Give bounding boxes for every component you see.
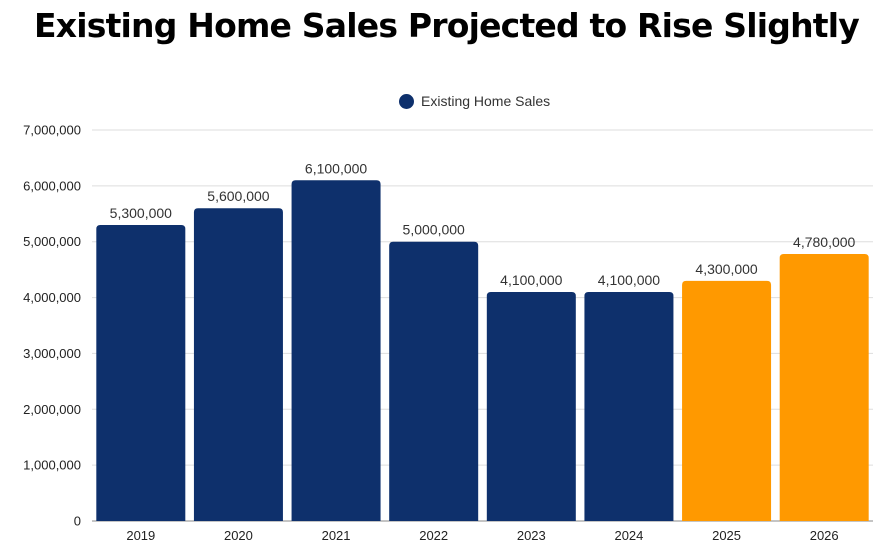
- bars: [96, 180, 869, 521]
- y-tick-label: 2,000,000: [23, 402, 81, 417]
- data-label-2024: 4,100,000: [598, 272, 660, 288]
- x-tick-label-2023: 2023: [517, 528, 546, 543]
- x-tick-label-2021: 2021: [322, 528, 351, 543]
- y-tick-label: 0: [74, 514, 81, 529]
- x-axis-ticks: 2019 2020 2021 2022 2023 2024 2025 2026: [126, 528, 838, 543]
- bar-2025[interactable]: [682, 280, 772, 521]
- bar-2019[interactable]: [96, 224, 186, 521]
- bar-2021[interactable]: [291, 180, 381, 521]
- legend[interactable]: Existing Home Sales: [399, 93, 550, 109]
- chart-title: Existing Home Sales Projected to Rise Sl…: [33, 6, 860, 45]
- legend-swatch-existing-home-sales: [399, 94, 414, 109]
- data-labels: 5,300,000 5,600,000 6,100,000 5,000,000 4,10…: [110, 160, 856, 288]
- x-tick-label-2019: 2019: [126, 528, 155, 543]
- y-tick-label: 7,000,000: [23, 123, 81, 138]
- y-tick-label: 3,000,000: [23, 346, 81, 361]
- x-tick-label-2022: 2022: [419, 528, 448, 543]
- data-label-2021: 6,100,000: [305, 160, 367, 176]
- x-tick-label-2020: 2020: [224, 528, 253, 543]
- y-tick-label: 6,000,000: [23, 178, 81, 193]
- y-tick-label: 1,000,000: [23, 458, 81, 473]
- data-label-2025: 4,300,000: [695, 261, 757, 277]
- bar-2020[interactable]: [193, 208, 283, 521]
- x-tick-label-2025: 2025: [712, 528, 741, 543]
- data-label-2023: 4,100,000: [500, 272, 562, 288]
- x-tick-label-2024: 2024: [614, 528, 643, 543]
- data-label-2020: 5,600,000: [207, 188, 269, 204]
- x-tick-label-2026: 2026: [810, 528, 839, 543]
- y-axis-ticks: 0 1,000,000 2,000,000 3,000,000 4,000,000 5,0…: [23, 123, 81, 529]
- data-label-2026: 4,780,000: [793, 234, 855, 250]
- legend-label-existing-home-sales: Existing Home Sales: [421, 93, 550, 109]
- y-tick-label: 5,000,000: [23, 234, 81, 249]
- bar-2026[interactable]: [779, 254, 869, 521]
- y-tick-label: 4,000,000: [23, 290, 81, 305]
- bar-2022[interactable]: [389, 241, 479, 521]
- bar-2023[interactable]: [486, 291, 576, 521]
- bar-2024[interactable]: [584, 291, 674, 521]
- data-label-2019: 5,300,000: [110, 205, 172, 221]
- data-label-2022: 5,000,000: [403, 222, 465, 238]
